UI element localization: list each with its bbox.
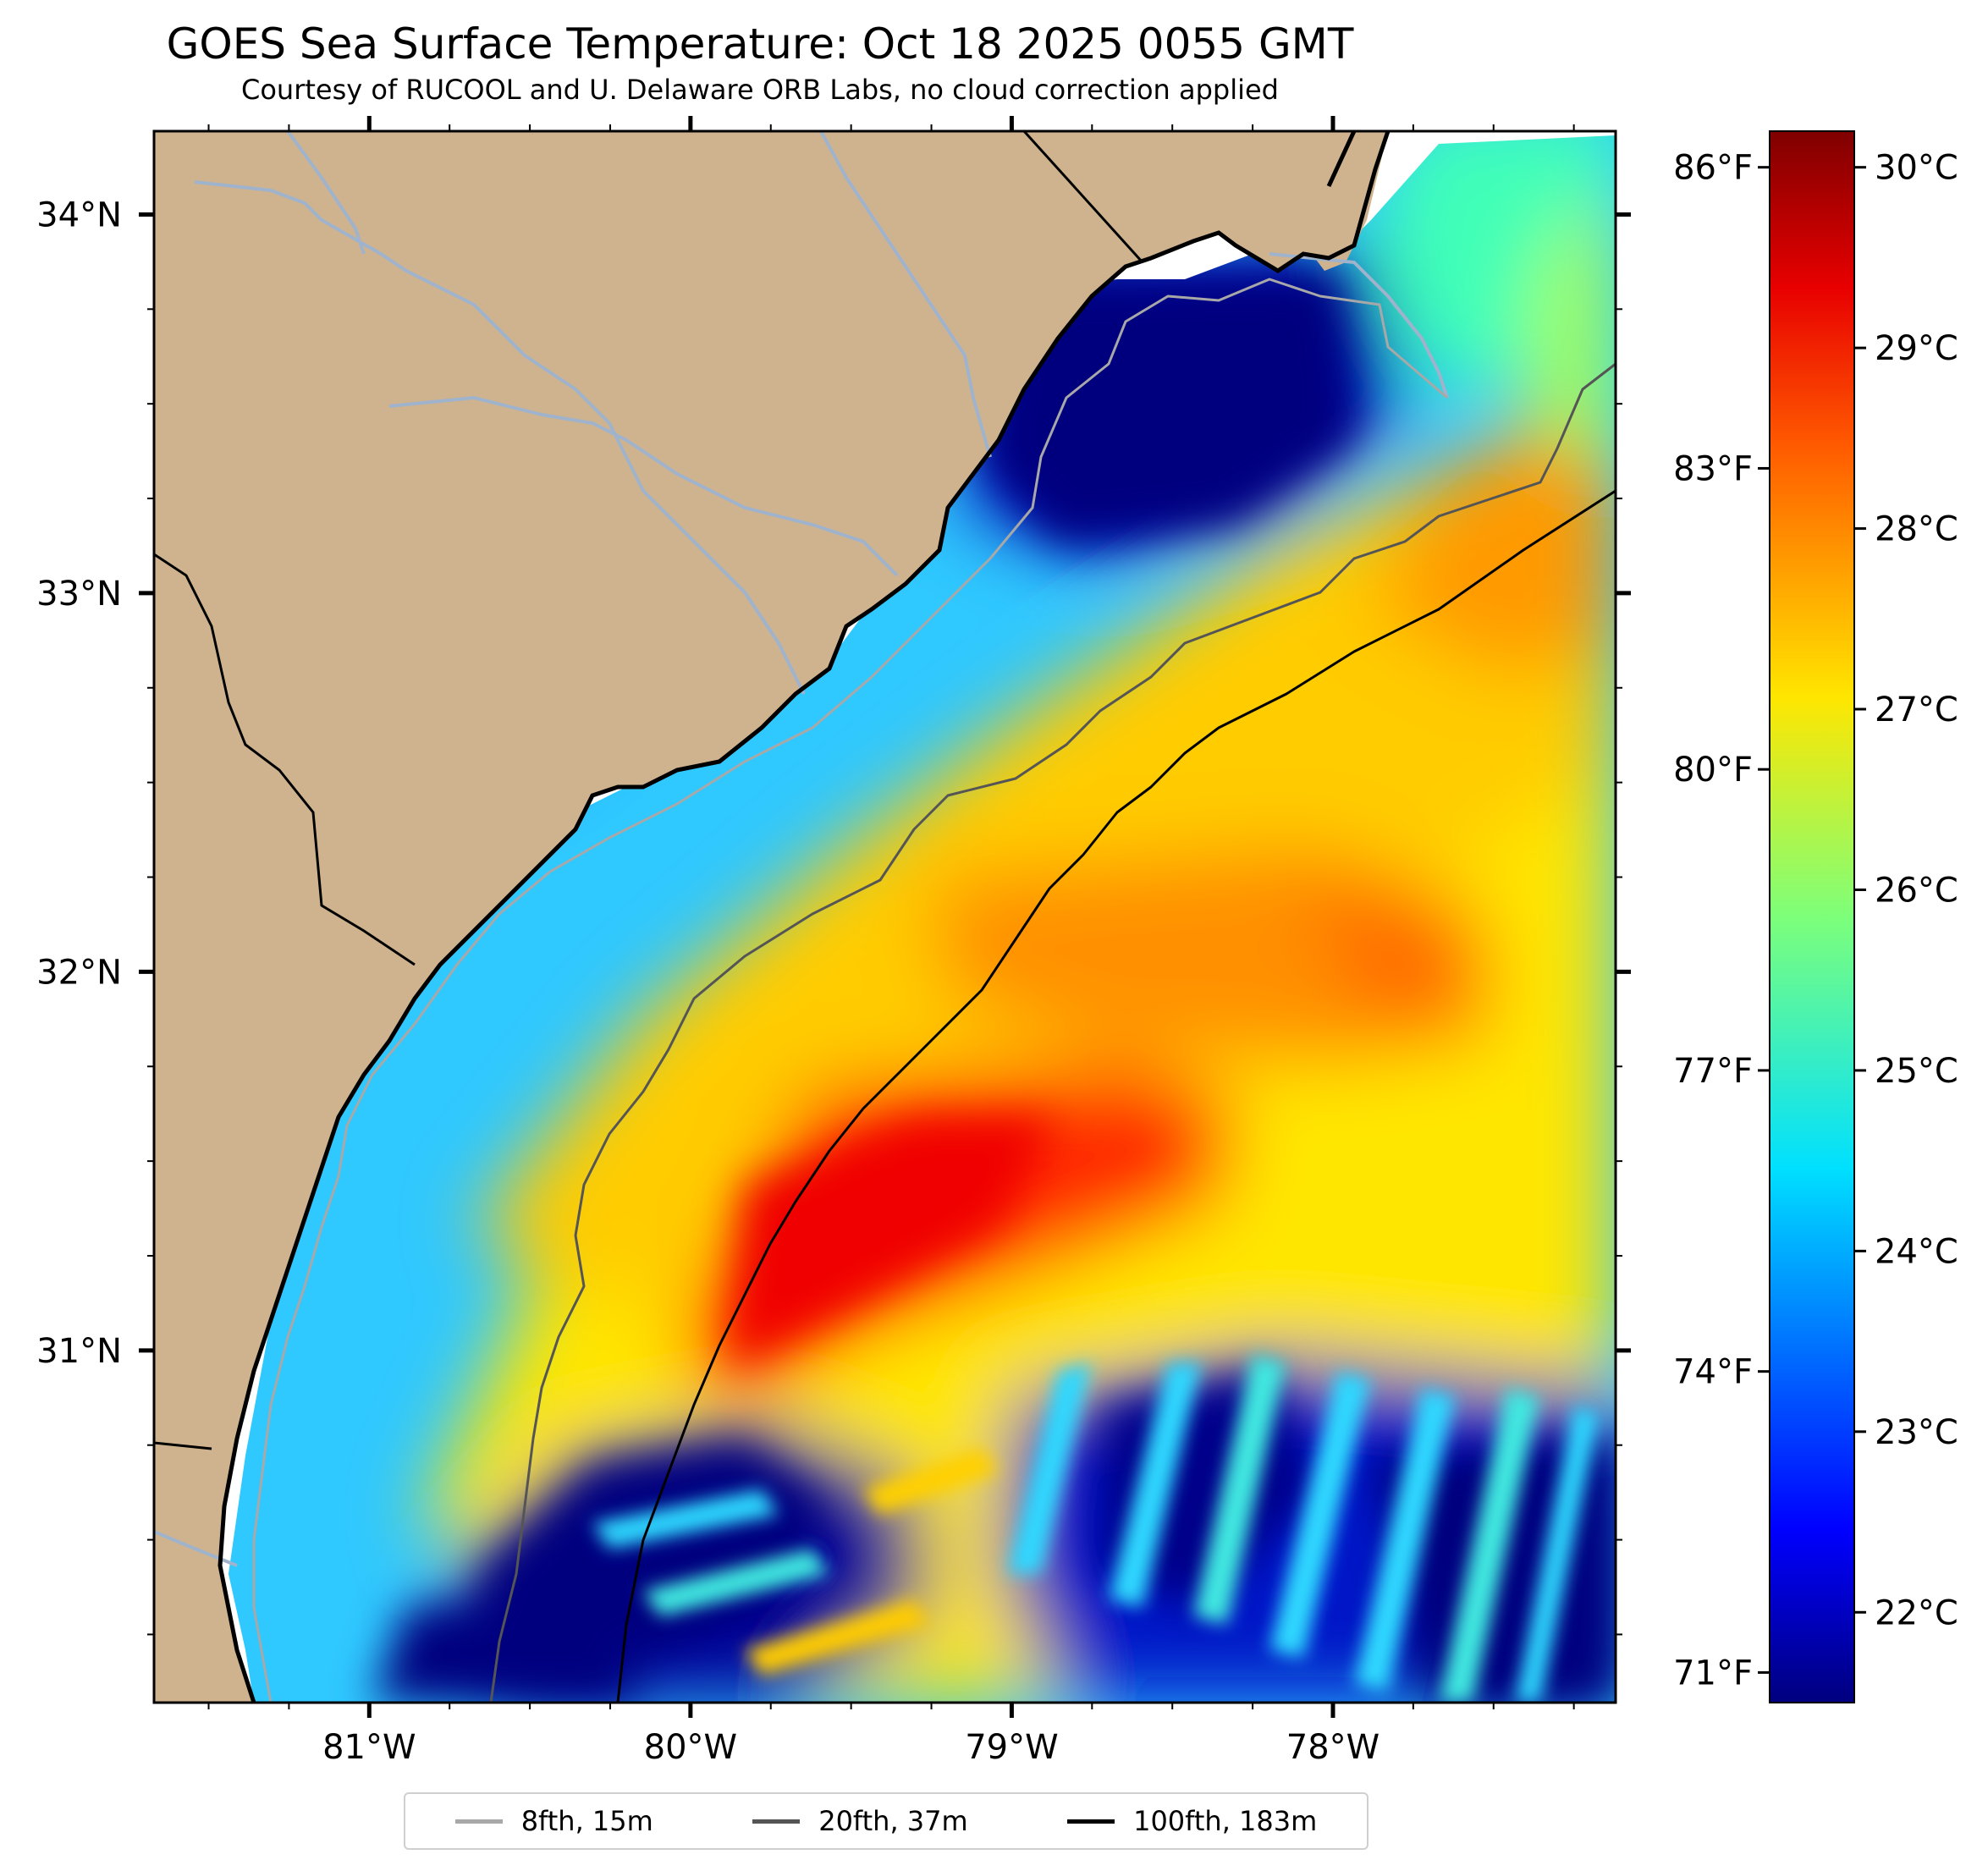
lon-tick-label: 78°W <box>1286 1728 1379 1767</box>
fahrenheit-tick-label: 74°F <box>1673 1353 1753 1392</box>
map-axes: 81°W 80°W 79°W 78°W 31°N 32°N 33°N 34°N <box>36 116 1631 1767</box>
isobath-20fth <box>489 362 1616 1703</box>
celsius-tick-label: 26°C <box>1875 871 1958 910</box>
celsius-tick-label: 24°C <box>1875 1232 1958 1271</box>
coastline <box>218 131 1390 1703</box>
legend-label-8fth: 8fth, 15m <box>520 1805 653 1837</box>
legend-item-20fth: 20fth, 37m <box>752 1805 968 1837</box>
celsius-tick-label: 27°C <box>1875 691 1958 729</box>
lon-tick-label: 79°W <box>965 1728 1058 1767</box>
land-area <box>154 131 1616 1703</box>
lon-tick-label: 81°W <box>322 1728 416 1767</box>
legend-swatch-20fth <box>752 1819 801 1824</box>
lat-tick-label: 32°N <box>36 953 122 992</box>
lat-tick-label: 34°N <box>36 195 122 234</box>
legend-swatch-100fth <box>1067 1819 1115 1824</box>
sst-field <box>154 131 1616 1703</box>
state-boundaries <box>154 131 1144 1450</box>
lon-tick-label: 80°W <box>644 1728 737 1767</box>
cold-streaks <box>592 1354 1600 1703</box>
celsius-tick-label: 29°C <box>1875 329 1958 368</box>
fahrenheit-tick-label: 77°F <box>1673 1052 1753 1091</box>
colorbar <box>1769 130 1855 1703</box>
isobath-legend: 8fth, 15m 20fth, 37m 100fth, 183m <box>404 1792 1368 1850</box>
celsius-tick-label: 28°C <box>1875 510 1958 549</box>
isobath-100fth <box>616 489 1616 1703</box>
legend-item-100fth: 100fth, 183m <box>1067 1805 1317 1837</box>
fahrenheit-tick-label: 71°F <box>1673 1654 1753 1692</box>
fahrenheit-tick-label: 80°F <box>1673 751 1753 790</box>
celsius-tick-label: 22°C <box>1875 1593 1958 1632</box>
celsius-tick-label: 25°C <box>1875 1052 1958 1091</box>
fahrenheit-tick-label: 83°F <box>1673 449 1753 488</box>
colorbar-axes: 22°C 23°C 24°C 25°C 26°C 27°C 28°C 29°C 30°C 71°F… <box>1673 149 1958 1693</box>
isobaths <box>252 278 1616 1703</box>
celsius-tick-label: 23°C <box>1875 1413 1958 1452</box>
legend-label-20fth: 20fth, 37m <box>818 1805 968 1837</box>
lat-tick-label: 33°N <box>36 575 122 614</box>
fahrenheit-tick-label: 86°F <box>1673 149 1753 188</box>
legend-swatch-8fth <box>454 1819 503 1824</box>
lat-tick-label: 31°N <box>36 1332 122 1371</box>
celsius-tick-label: 30°C <box>1875 149 1958 188</box>
legend-label-100fth: 100fth, 183m <box>1133 1805 1318 1837</box>
map-title: GOES Sea Surface Temperature: Oct 18 202… <box>166 19 1354 69</box>
rivers <box>154 131 1449 1567</box>
map-subtitle: Courtesy of RUCOOL and U. Delaware ORB L… <box>241 74 1279 106</box>
legend-item-8fth: 8fth, 15m <box>454 1805 653 1837</box>
isobath-8fth <box>252 278 1448 1703</box>
map-frame <box>152 129 1617 1704</box>
